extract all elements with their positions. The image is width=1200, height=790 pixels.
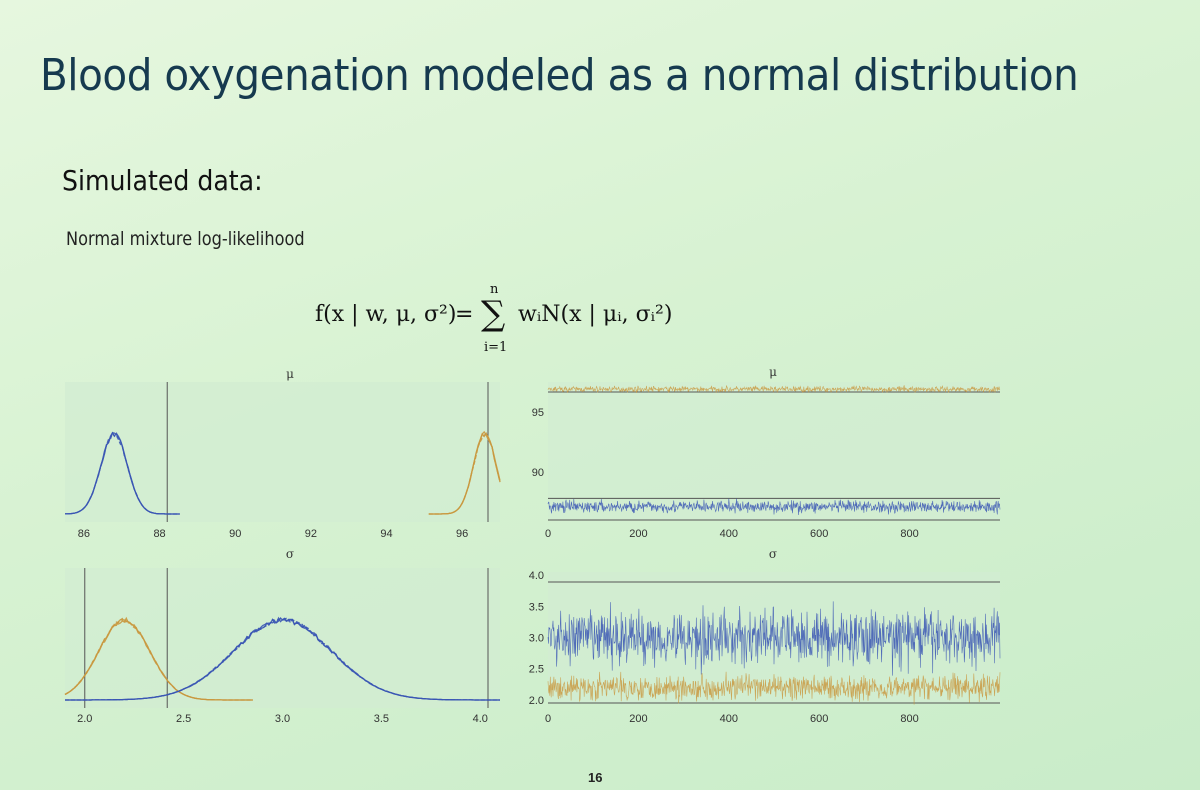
formula-sum-lower: i=1 bbox=[484, 340, 508, 355]
x-tick-label: 3.0 bbox=[275, 713, 290, 725]
x-tick-label: 600 bbox=[810, 713, 828, 725]
chart-title-0: μ bbox=[286, 367, 294, 381]
x-tick-label: 200 bbox=[629, 528, 647, 540]
density-line-blue bbox=[65, 616, 500, 701]
x-tick-label: 200 bbox=[629, 713, 647, 725]
y-tick-label: 2.0 bbox=[529, 695, 544, 707]
x-tick-label: 96 bbox=[456, 528, 468, 540]
section-label: Normal mixture log-likelihood bbox=[66, 228, 305, 250]
chart-title-3: σ bbox=[769, 547, 777, 561]
x-tick-label: 0 bbox=[545, 713, 551, 725]
x-tick-label: 88 bbox=[153, 528, 165, 540]
x-tick-label: 0 bbox=[545, 528, 551, 540]
trace-line-orange bbox=[547, 385, 1001, 394]
slide-title: Blood oxygenation modeled as a normal di… bbox=[40, 50, 1079, 101]
y-tick-label: 4.0 bbox=[529, 570, 544, 582]
x-tick-label: 2.0 bbox=[77, 713, 92, 725]
y-tick-label: 2.5 bbox=[529, 664, 544, 676]
chart-title-2: σ bbox=[286, 547, 294, 561]
density-line-blue bbox=[65, 431, 180, 515]
x-tick-label: 92 bbox=[305, 528, 317, 540]
chart-panel-2 bbox=[65, 568, 500, 708]
chart-title-1: μ bbox=[769, 365, 777, 379]
x-tick-label: 400 bbox=[720, 528, 738, 540]
page-number: 16 bbox=[588, 770, 603, 785]
formula-equals: = bbox=[455, 302, 474, 327]
y-tick-label: 3.5 bbox=[529, 601, 544, 613]
density-line-orange bbox=[64, 619, 253, 701]
x-tick-label: 4.0 bbox=[473, 713, 488, 725]
y-tick-label: 3.0 bbox=[529, 633, 544, 645]
formula-sum-upper: n bbox=[490, 282, 499, 297]
chart-panel-0 bbox=[65, 382, 500, 522]
y-tick-label: 90 bbox=[532, 467, 544, 479]
x-tick-label: 94 bbox=[380, 528, 392, 540]
trace-line-blue bbox=[547, 498, 1001, 516]
formula-sum-symbol: ∑ bbox=[481, 294, 506, 334]
x-tick-label: 600 bbox=[810, 528, 828, 540]
chart-panel-1 bbox=[548, 382, 1000, 520]
trace-line-orange bbox=[547, 671, 1001, 705]
x-tick-label: 90 bbox=[229, 528, 241, 540]
x-tick-label: 400 bbox=[720, 713, 738, 725]
slide-subtitle: Simulated data: bbox=[62, 164, 263, 197]
x-tick-label: 800 bbox=[900, 713, 918, 725]
x-tick-label: 86 bbox=[78, 528, 90, 540]
x-tick-label: 2.5 bbox=[176, 713, 191, 725]
x-tick-label: 800 bbox=[900, 528, 918, 540]
likelihood-formula: f(x | w, μ, σ²) = ∑ n i=1 wᵢN(x | μᵢ, σᵢ… bbox=[315, 282, 735, 362]
x-tick-label: 3.5 bbox=[374, 713, 389, 725]
density-line-orange bbox=[428, 430, 501, 515]
formula-rhs: wᵢN(x | μᵢ, σᵢ²) bbox=[518, 302, 673, 327]
trace-line-blue bbox=[547, 601, 1001, 676]
formula-lhs: f(x | w, μ, σ²) bbox=[315, 302, 457, 327]
y-tick-label: 95 bbox=[532, 407, 544, 419]
